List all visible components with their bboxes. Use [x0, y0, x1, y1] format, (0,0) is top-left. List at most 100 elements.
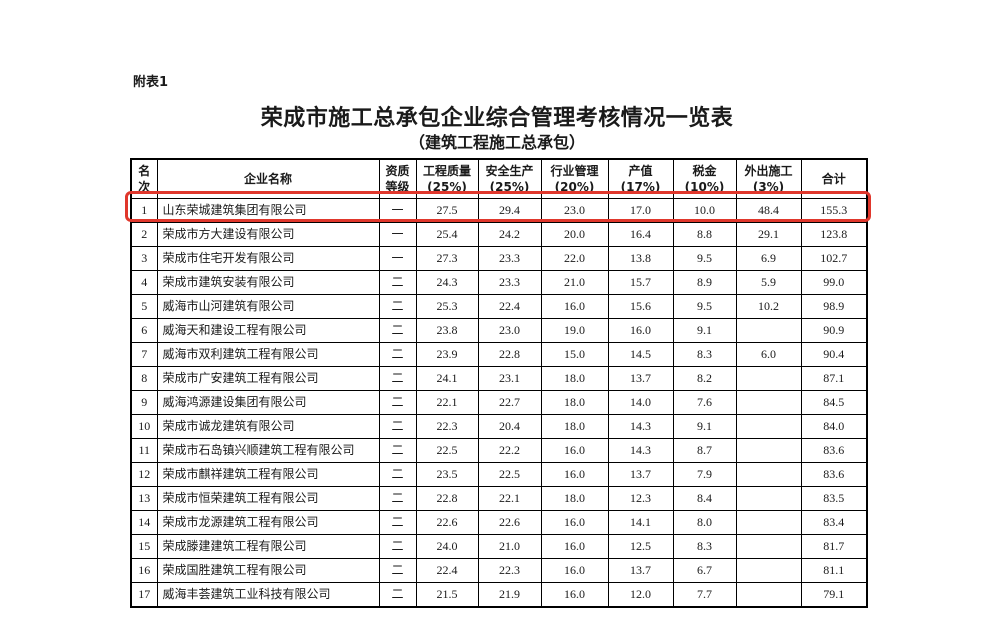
cell-company: 荣成滕建建筑工程有限公司 [156, 534, 380, 559]
cell-external [735, 390, 802, 415]
cell-external [735, 366, 802, 391]
page-title: 荣成市施工总承包企业综合管理考核情况一览表 [260, 106, 734, 131]
assessment-table-wrap: 名次 企业名称 资质 等级 工程质量 (25%) 安全生产 (25%) 行业管理 (20… [125, 158, 871, 608]
table-row: 2 荣成市方大建设有限公司一 25.4 24.2 20.0 16.4 8.8 29.1 123.… [130, 222, 868, 247]
table-row: 16 荣成国胜建筑工程有限公司二 22.4 22.3 16.0 13.7 6.7 81.1 [130, 558, 868, 583]
cell-total: 87.1 [800, 366, 868, 391]
table-row: 6 威海天和建设工程有限公司二 23.8 23.0 19.0 16.0 9.1 90.9 [130, 318, 868, 343]
cell-total: 79.1 [800, 582, 868, 608]
col-header-industry: 行业管理 (20%) [540, 158, 609, 199]
table-row: 11 荣成市石岛镇兴顺建筑工程有限公司二 22.5 22.2 16.0 14.3 8.7 83… [130, 438, 868, 463]
col-header-quality: 工程质量 (25%) [415, 158, 479, 199]
cell-output: 14.1 [607, 510, 674, 535]
cell-output: 14.0 [607, 390, 674, 415]
cell-grade: 二 [378, 510, 417, 535]
table-body: 1 山东荣城建筑集团有限公司一 27.5 29.4 23.0 17.0 10.0 48.4 15… [130, 198, 868, 608]
cell-quality: 23.9 [415, 342, 479, 367]
cell-quality: 22.6 [415, 510, 479, 535]
cell-safety: 22.1 [477, 486, 542, 511]
table-row: 7 威海市双利建筑工程有限公司二 23.9 22.8 15.0 14.5 8.3 6.0 90.… [130, 342, 868, 367]
cell-output: 13.7 [607, 462, 674, 487]
cell-quality: 21.5 [415, 582, 479, 608]
cell-tax: 9.5 [672, 246, 737, 271]
cell-industry: 20.0 [540, 222, 609, 247]
cell-industry: 19.0 [540, 318, 609, 343]
cell-company: 荣成市龙源建筑工程有限公司 [156, 510, 380, 535]
cell-safety: 24.2 [477, 222, 542, 247]
cell-rank: 17 [130, 582, 158, 608]
assessment-table: 名次 企业名称 资质 等级 工程质量 (25%) 安全生产 (25%) 行业管理 (20… [130, 158, 868, 608]
cell-safety: 22.5 [477, 462, 542, 487]
cell-tax: 9.1 [672, 414, 737, 439]
cell-external: 10.2 [735, 294, 802, 319]
cell-company: 威海市双利建筑工程有限公司 [156, 342, 380, 367]
cell-rank: 5 [130, 294, 158, 319]
cell-rank: 1 [130, 198, 158, 223]
cell-safety: 22.4 [477, 294, 542, 319]
cell-rank: 3 [130, 246, 158, 271]
cell-rank: 12 [130, 462, 158, 487]
cell-grade: 二 [378, 462, 417, 487]
col-header-output: 产值 (17%) [607, 158, 674, 199]
cell-safety: 23.1 [477, 366, 542, 391]
col-header-rank: 名次 [130, 158, 158, 199]
cell-safety: 23.0 [477, 318, 542, 343]
cell-output: 13.7 [607, 558, 674, 583]
cell-industry: 18.0 [540, 486, 609, 511]
cell-safety: 21.0 [477, 534, 542, 559]
cell-grade: 二 [378, 270, 417, 295]
cell-quality: 27.5 [415, 198, 479, 223]
cell-tax: 8.7 [672, 438, 737, 463]
cell-total: 90.9 [800, 318, 868, 343]
col-header-safety: 安全生产 (25%) [477, 158, 542, 199]
cell-grade: 二 [378, 582, 417, 608]
cell-industry: 18.0 [540, 390, 609, 415]
cell-rank: 8 [130, 366, 158, 391]
cell-quality: 24.1 [415, 366, 479, 391]
cell-quality: 27.3 [415, 246, 479, 271]
cell-company: 威海丰荟建筑工业科技有限公司 [156, 582, 380, 608]
cell-company: 荣成市石岛镇兴顺建筑工程有限公司 [156, 438, 380, 463]
cell-industry: 23.0 [540, 198, 609, 223]
cell-quality: 23.8 [415, 318, 479, 343]
page-subtitle: （建筑工程施工总承包） [408, 133, 585, 152]
cell-grade: 二 [378, 438, 417, 463]
cell-company: 荣成市方大建设有限公司 [156, 222, 380, 247]
cell-company: 荣成市广安建筑工程有限公司 [156, 366, 380, 391]
cell-grade: 二 [378, 342, 417, 367]
cell-safety: 22.6 [477, 510, 542, 535]
cell-company: 荣成市住宅开发有限公司 [156, 246, 380, 271]
cell-total: 84.0 [800, 414, 868, 439]
cell-external: 6.9 [735, 246, 802, 271]
cell-company: 荣成市建筑安装有限公司 [156, 270, 380, 295]
cell-output: 14.3 [607, 414, 674, 439]
cell-output: 12.3 [607, 486, 674, 511]
cell-grade: 二 [378, 558, 417, 583]
cell-company: 威海天和建设工程有限公司 [156, 318, 380, 343]
cell-output: 13.7 [607, 366, 674, 391]
cell-total: 83.4 [800, 510, 868, 535]
cell-rank: 2 [130, 222, 158, 247]
cell-quality: 22.4 [415, 558, 479, 583]
cell-tax: 8.9 [672, 270, 737, 295]
cell-rank: 13 [130, 486, 158, 511]
cell-total: 81.1 [800, 558, 868, 583]
cell-company: 荣成市诚龙建筑有限公司 [156, 414, 380, 439]
cell-safety: 22.8 [477, 342, 542, 367]
table-row: 8 荣成市广安建筑工程有限公司二 24.1 23.1 18.0 13.7 8.2 87.1 [130, 366, 868, 391]
cell-external: 6.0 [735, 342, 802, 367]
cell-quality: 23.5 [415, 462, 479, 487]
cell-rank: 15 [130, 534, 158, 559]
cell-output: 16.4 [607, 222, 674, 247]
cell-tax: 8.8 [672, 222, 737, 247]
cell-tax: 8.4 [672, 486, 737, 511]
cell-company: 荣成国胜建筑工程有限公司 [156, 558, 380, 583]
cell-external [735, 510, 802, 535]
cell-company: 威海市山河建筑有限公司 [156, 294, 380, 319]
table-row: 13 荣成市恒荣建筑工程有限公司二 22.8 22.1 18.0 12.3 8.4 83.5 [130, 486, 868, 511]
cell-total: 83.6 [800, 438, 868, 463]
cell-output: 12.5 [607, 534, 674, 559]
cell-tax: 7.6 [672, 390, 737, 415]
cell-total: 90.4 [800, 342, 868, 367]
cell-external [735, 318, 802, 343]
